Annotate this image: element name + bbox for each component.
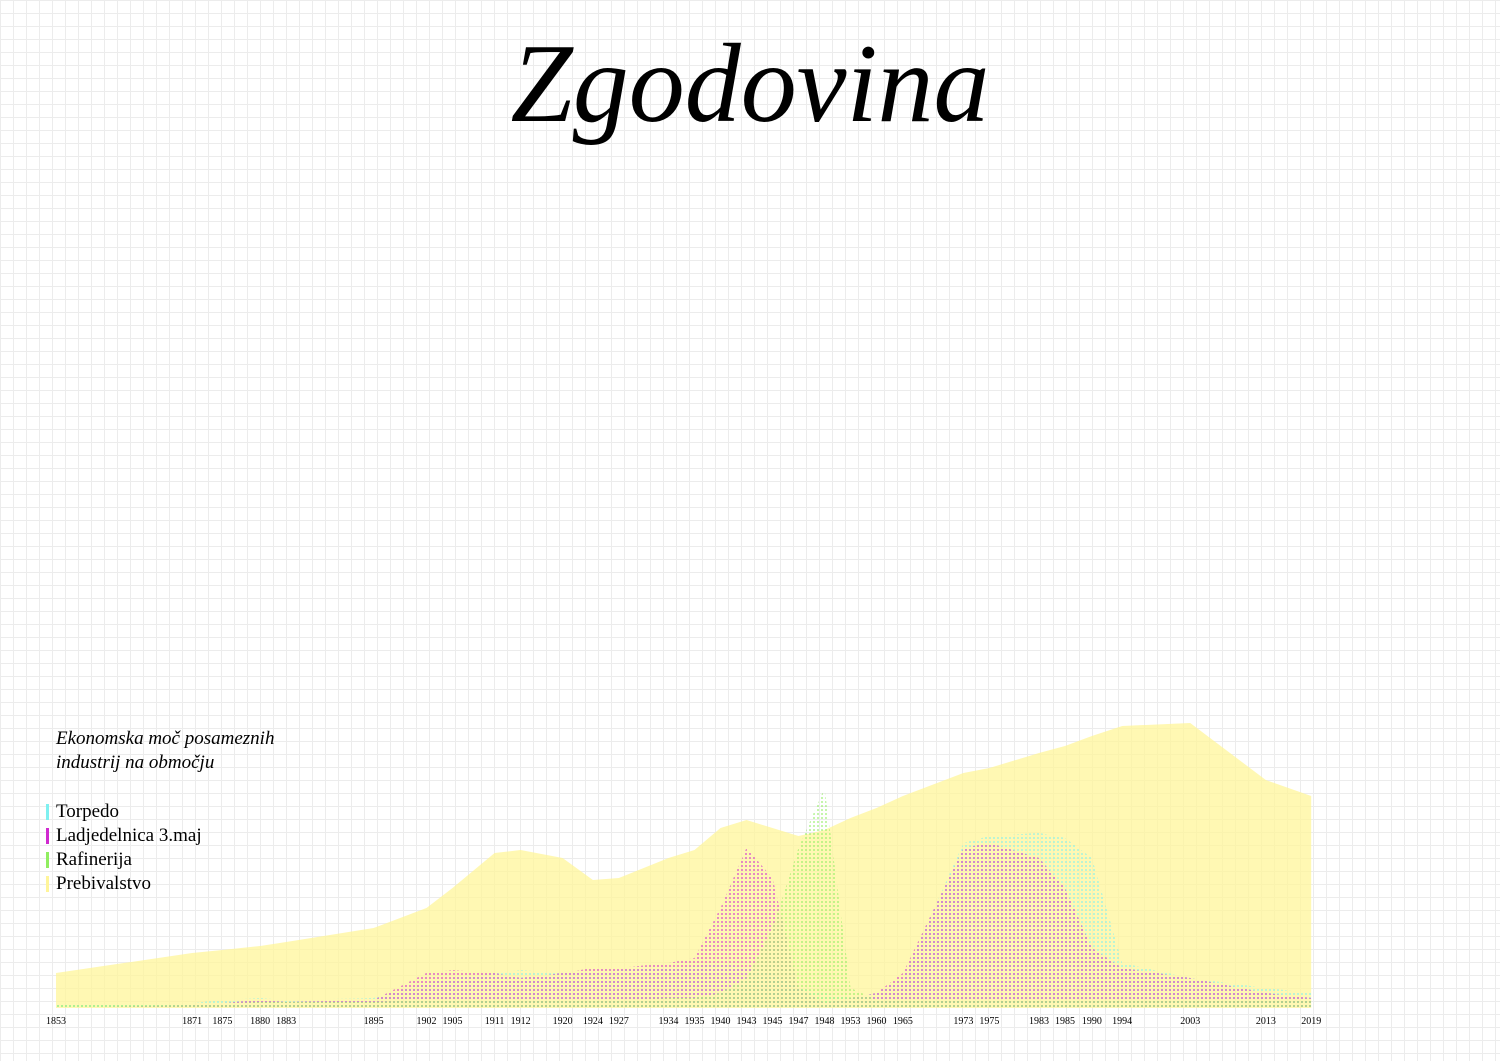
x-tick-label: 1953 [840,1016,860,1027]
x-tick-label: 1911 [485,1016,505,1027]
x-tick-label: 1985 [1055,1016,1075,1027]
x-tick-label: 1960 [866,1016,886,1027]
x-tick-label: 1965 [893,1016,913,1027]
x-tick-label: 1943 [736,1016,756,1027]
chart-subtitle: Ekonomska moč posameznih industrij na ob… [56,728,275,773]
x-tick-label: 1853 [46,1016,66,1027]
legend-item: Torpedo [46,800,202,824]
x-tick-label: 1875 [212,1016,232,1027]
x-tick-label: 1935 [684,1016,704,1027]
area-series [56,843,1312,1008]
x-tick-label: 1920 [553,1016,573,1027]
legend-swatch [46,804,49,820]
legend-swatch [46,852,49,868]
x-tick-label: 1945 [762,1016,782,1027]
legend-label: Prebivalstvo [56,873,151,894]
x-tick-label: 1990 [1082,1016,1102,1027]
x-tick-label: 1927 [609,1016,629,1027]
x-tick-label: 1994 [1112,1016,1132,1027]
legend-label: Rafinerija [56,849,132,870]
legend-label: Torpedo [56,801,120,822]
x-tick-label: 1871 [182,1016,202,1027]
legend-item: Prebivalstvo [46,872,202,896]
legend-swatch [46,828,49,844]
x-tick-label: 1880 [250,1016,270,1027]
legend-label: Ladjedelnica 3.maj [56,825,202,846]
x-tick-label: 1983 [1029,1016,1049,1027]
x-tick-label: 1902 [417,1016,437,1027]
x-tick-label: 1940 [710,1016,730,1027]
x-tick-label: 1934 [658,1016,678,1027]
x-tick-label: 1912 [511,1016,531,1027]
x-tick-label: 2003 [1180,1016,1200,1027]
legend-swatch [46,876,49,892]
x-tick-label: 2019 [1301,1016,1321,1027]
x-tick-label: 1947 [788,1016,808,1027]
legend-item: Ladjedelnica 3.maj [46,824,202,848]
legend: Torpedo Ladjedelnica 3.maj Rafinerija Prebi… [46,800,202,896]
x-tick-label: 1973 [953,1016,973,1027]
x-tick-label: 1895 [364,1016,384,1027]
x-tick-label: 1924 [583,1016,603,1027]
x-tick-label: 1905 [443,1016,463,1027]
x-tick-label: 1975 [979,1016,999,1027]
x-tick-label: 2013 [1256,1016,1276,1027]
chart-title: Zgodovina [510,22,990,146]
legend-item: Rafinerija [46,848,202,872]
x-tick-label: 1948 [814,1016,834,1027]
x-tick-label: 1883 [276,1016,296,1027]
